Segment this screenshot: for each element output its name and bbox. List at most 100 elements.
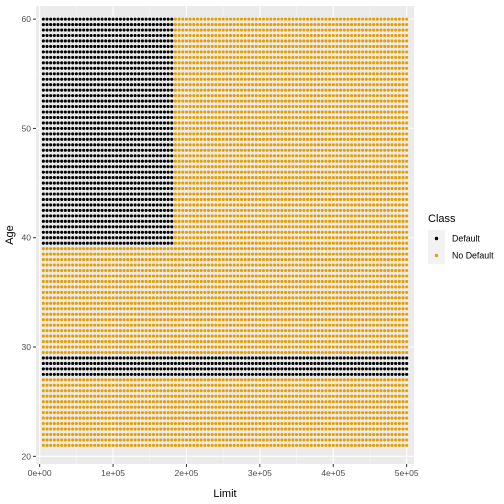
data-point — [320, 307, 324, 311]
data-point — [188, 290, 192, 294]
data-point — [302, 252, 306, 256]
data-point — [74, 208, 78, 212]
data-point — [276, 383, 280, 387]
data-point — [309, 181, 313, 185]
data-point — [78, 361, 82, 365]
data-point — [372, 383, 376, 387]
data-point — [93, 186, 97, 191]
data-point — [357, 405, 361, 409]
data-point — [228, 236, 233, 240]
data-point — [379, 225, 383, 229]
data-point — [239, 405, 244, 409]
data-point — [276, 340, 280, 344]
data-point — [390, 361, 394, 365]
data-point — [390, 427, 394, 431]
data-point — [372, 181, 376, 185]
data-point — [254, 290, 258, 294]
data-point — [265, 372, 269, 376]
data-point — [269, 367, 273, 371]
data-point — [192, 334, 196, 338]
data-point — [192, 340, 196, 344]
data-point — [148, 214, 152, 218]
data-point — [261, 443, 266, 447]
data-point — [140, 301, 144, 305]
data-point — [85, 290, 89, 294]
data-point — [346, 334, 350, 338]
data-point — [353, 312, 357, 316]
data-point — [177, 307, 181, 311]
data-point — [386, 186, 390, 191]
data-point — [221, 197, 225, 202]
data-point — [225, 334, 229, 338]
data-point — [350, 378, 354, 382]
data-point — [232, 208, 236, 212]
data-point — [225, 427, 229, 431]
data-point — [195, 350, 200, 355]
data-point — [100, 203, 104, 207]
data-point — [52, 252, 56, 256]
data-point — [291, 236, 295, 240]
data-point — [100, 422, 104, 426]
data-point — [52, 400, 56, 404]
data-point — [181, 361, 185, 365]
data-point — [126, 225, 130, 229]
data-point — [93, 378, 97, 382]
data-point — [236, 378, 240, 382]
data-point — [232, 203, 236, 207]
data-point — [280, 258, 284, 262]
data-point — [309, 427, 313, 431]
data-point — [177, 345, 181, 349]
data-point — [82, 438, 86, 442]
data-point — [217, 241, 222, 245]
data-point — [276, 263, 280, 267]
data-point — [353, 203, 357, 207]
data-point — [309, 176, 313, 180]
data-point — [390, 334, 394, 338]
data-point — [177, 247, 181, 251]
data-point — [284, 307, 288, 311]
data-point — [247, 361, 251, 365]
data-point — [342, 279, 346, 284]
data-point — [159, 203, 163, 207]
data-point — [335, 416, 339, 420]
data-point — [295, 400, 299, 404]
data-point — [291, 443, 295, 447]
data-point — [254, 432, 258, 437]
data-point — [151, 268, 155, 273]
data-point — [225, 438, 229, 442]
data-point — [181, 307, 185, 311]
data-point — [122, 405, 126, 409]
data-point — [151, 241, 155, 245]
data-point — [357, 394, 361, 398]
data-point — [140, 422, 144, 426]
data-point — [353, 334, 357, 338]
data-point — [243, 400, 247, 404]
data-point — [188, 416, 192, 420]
data-point — [85, 400, 89, 404]
data-point — [379, 208, 383, 212]
data-point — [287, 219, 291, 223]
data-point — [111, 318, 115, 322]
data-point — [339, 230, 343, 234]
data-point — [45, 383, 49, 387]
data-point — [177, 214, 181, 218]
data-point — [63, 350, 67, 355]
data-point — [206, 438, 211, 442]
data-point — [104, 361, 108, 365]
data-point — [184, 186, 189, 191]
data-point — [228, 258, 233, 262]
data-point — [346, 301, 350, 305]
data-point — [45, 329, 49, 333]
data-point — [100, 301, 104, 305]
data-point — [100, 427, 104, 431]
data-point — [375, 432, 379, 437]
data-point — [78, 307, 82, 311]
data-point — [372, 400, 376, 404]
data-point — [287, 427, 291, 431]
data-point — [60, 197, 64, 202]
data-point — [383, 372, 387, 376]
data-point — [254, 241, 258, 245]
data-point — [295, 323, 299, 327]
data-point — [41, 432, 45, 437]
data-point — [298, 230, 302, 234]
